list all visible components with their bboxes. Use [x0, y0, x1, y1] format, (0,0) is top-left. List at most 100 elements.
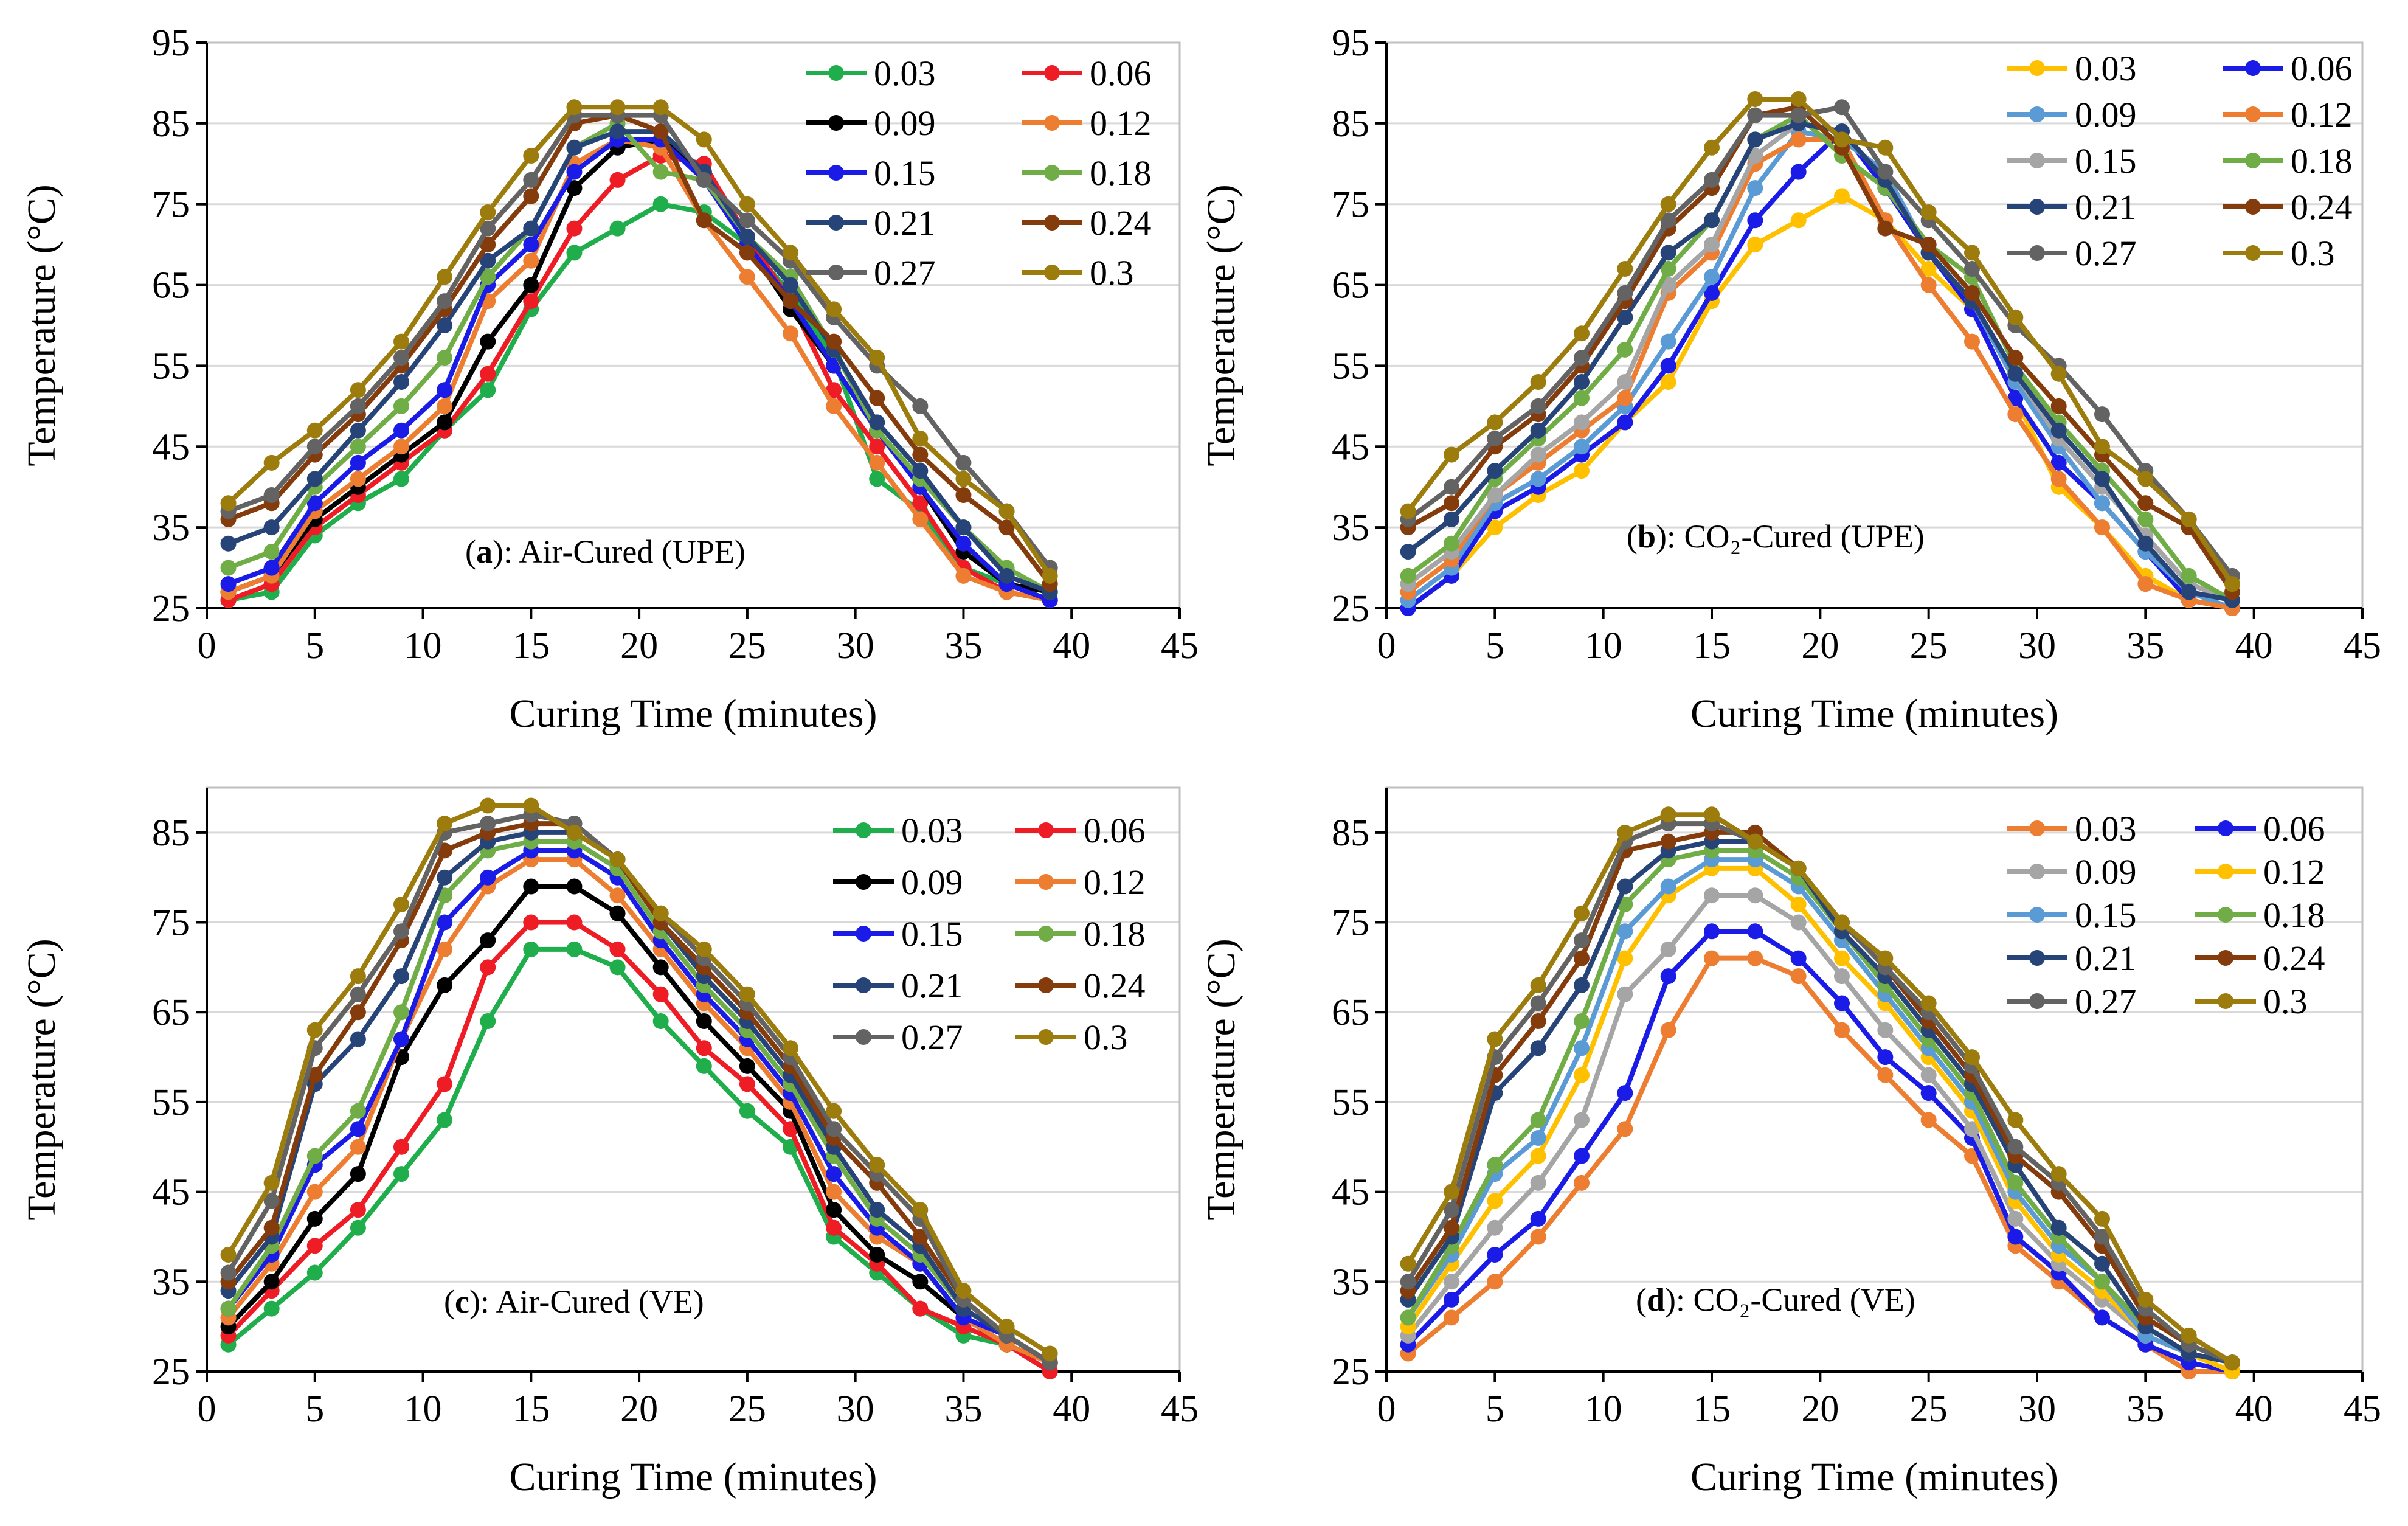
legend-item: 0.3	[2195, 982, 2308, 1021]
panel-label: (a): Air-Cured (UPE)	[465, 533, 746, 570]
series-0.3	[1400, 91, 2240, 592]
x-axis-title: Curing Time (minutes)	[509, 692, 877, 736]
data-point	[1487, 487, 1503, 503]
data-point	[566, 220, 583, 237]
panel-label-open-paren: (	[1627, 518, 1638, 555]
data-point	[1617, 390, 1633, 406]
data-point	[609, 887, 626, 904]
data-point	[1747, 107, 1763, 123]
data-point	[306, 1184, 323, 1200]
data-point	[1574, 1112, 1590, 1128]
data-point	[1617, 950, 1633, 966]
data-point	[912, 1229, 929, 1245]
data-point	[2094, 1229, 2110, 1245]
data-point	[1042, 1345, 1058, 1362]
data-point	[263, 544, 280, 560]
x-tick-label: 10	[404, 625, 442, 667]
panel-label-open-paren: (	[1636, 1281, 1647, 1318]
data-point	[350, 1166, 366, 1182]
data-point	[1574, 439, 1590, 455]
data-point	[869, 390, 885, 406]
data-point	[263, 560, 280, 576]
legend-item: 0.09	[2007, 852, 2137, 892]
legend-label: 0.12	[1090, 103, 1152, 143]
legend-swatch-marker	[1038, 1029, 1054, 1045]
data-point	[1444, 1202, 1459, 1218]
data-point	[869, 350, 885, 366]
data-point	[2007, 1174, 2024, 1191]
y-tick-label: 35	[152, 1261, 190, 1303]
data-point	[1574, 1040, 1590, 1056]
legend-label: 0.27	[2075, 982, 2137, 1021]
legend-label: 0.06	[2263, 809, 2325, 848]
data-point	[1747, 887, 1763, 904]
data-point	[1877, 220, 1894, 237]
data-point	[1747, 91, 1763, 107]
data-point	[1660, 833, 1676, 850]
x-tick-label: 40	[2235, 625, 2273, 667]
series-line	[227, 137, 1051, 603]
x-tick-label: 0	[198, 1389, 216, 1430]
data-point	[350, 1004, 366, 1021]
data-point	[220, 1300, 237, 1317]
data-point	[393, 350, 409, 366]
data-point	[1400, 544, 1416, 560]
data-point	[1530, 1040, 1546, 1056]
data-point	[1790, 968, 1807, 985]
legend-swatch-marker	[828, 265, 844, 280]
data-point	[350, 1139, 366, 1155]
data-point	[1964, 285, 1980, 301]
data-point	[1530, 422, 1546, 439]
legend-item: 0.06	[2223, 49, 2353, 88]
data-point	[1747, 131, 1763, 148]
legend-label: 0.09	[874, 103, 936, 143]
data-point	[783, 325, 798, 342]
data-point	[393, 471, 409, 487]
x-tick-label: 5	[1486, 1389, 1504, 1430]
data-point	[480, 816, 496, 832]
data-point	[2181, 584, 2197, 600]
x-tick-label: 15	[1693, 1389, 1731, 1430]
x-axis-title: Curing Time (minutes)	[1690, 1455, 2058, 1499]
data-point	[2050, 471, 2067, 487]
data-point	[523, 172, 539, 188]
x-axis-title: Curing Time (minutes)	[1690, 692, 2058, 736]
data-point	[869, 1157, 885, 1173]
y-tick-label: 75	[152, 184, 190, 226]
x-tick-label: 40	[1053, 1389, 1090, 1430]
data-point	[609, 220, 626, 237]
data-point	[912, 1300, 929, 1317]
data-point	[1834, 914, 1850, 931]
data-point	[1400, 1255, 1416, 1272]
data-point	[1042, 567, 1058, 584]
x-tick-label: 30	[837, 1389, 874, 1430]
data-point	[1530, 446, 1546, 463]
panel-label-letter: c	[455, 1283, 469, 1320]
legend-swatch-marker	[856, 822, 871, 838]
legend-item: 0.06	[1022, 54, 1152, 93]
data-point	[437, 816, 453, 832]
data-point	[437, 269, 453, 285]
data-point	[696, 212, 712, 229]
data-point	[696, 1058, 712, 1074]
legend-item: 0.15	[806, 153, 936, 193]
y-tick-label: 25	[152, 588, 190, 629]
legend-label: 0.09	[901, 862, 963, 902]
data-point	[652, 196, 669, 212]
legend-item: 0.03	[2007, 809, 2137, 848]
data-point	[1920, 995, 1937, 1011]
legend-label: 0.27	[901, 1018, 963, 1057]
data-point	[393, 897, 409, 912]
y-tick-label: 55	[152, 1082, 190, 1123]
x-tick-label: 20	[1801, 1389, 1839, 1430]
data-point	[1660, 196, 1676, 212]
data-point	[739, 1076, 755, 1092]
data-point	[1834, 99, 1850, 116]
data-point	[480, 1013, 496, 1029]
legend-item: 0.21	[833, 966, 963, 1005]
data-point	[2007, 350, 2024, 366]
data-point	[2007, 1229, 2024, 1245]
data-point	[1660, 358, 1676, 374]
legend: 0.03 0.06 0.09 0.12 0.15 0.18 0.21 0.24 0.27 0.3	[2007, 49, 2353, 273]
series-line	[1406, 848, 2233, 1365]
